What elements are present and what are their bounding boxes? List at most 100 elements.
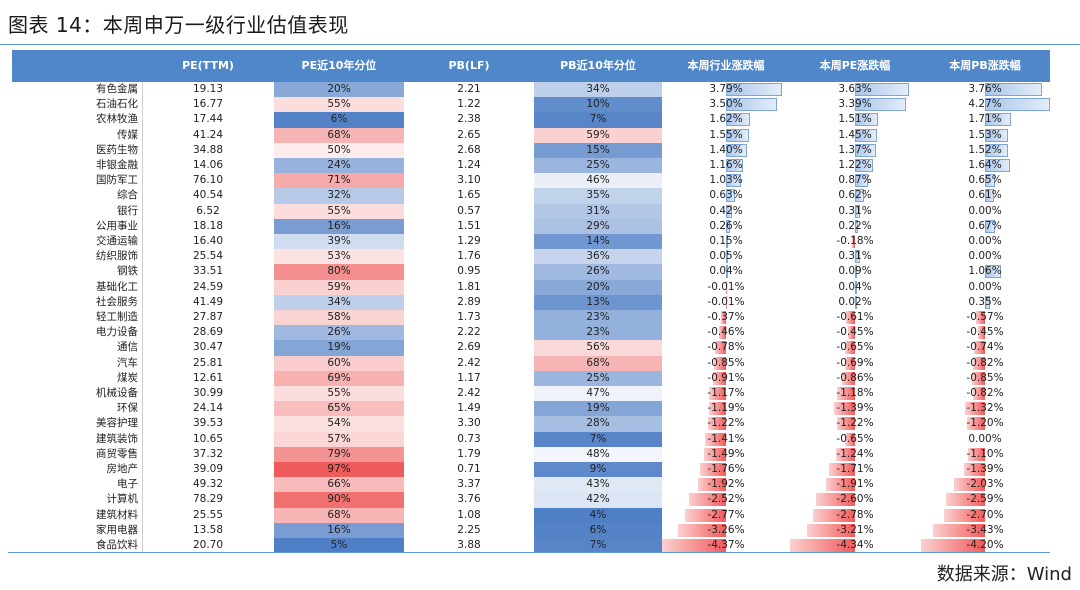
pe-value: 33.51 bbox=[192, 265, 224, 278]
week-change-bar bbox=[662, 539, 726, 552]
pb-percentile-cell: 14% bbox=[534, 234, 662, 250]
pb-percentile-cell: 28% bbox=[534, 416, 662, 432]
week-change-bar bbox=[726, 204, 733, 218]
pb-percentile-cell: 20% bbox=[534, 279, 662, 295]
table-row: 食品饮料 20.70 5% 3.88 7% -4.37% -4.34% -4.20% bbox=[12, 538, 1050, 554]
week-change-value: -0.78% bbox=[707, 341, 745, 354]
week-change-value: -0.37% bbox=[707, 311, 745, 323]
pb-value: 2.65 bbox=[457, 128, 481, 141]
week-change-bar bbox=[708, 417, 726, 431]
pe-change-value: -0.65% bbox=[836, 432, 874, 445]
industry-name: 电力设备 bbox=[96, 326, 138, 339]
pb-change-value: 0.00% bbox=[968, 280, 1002, 293]
pb-change-value: -0.57% bbox=[966, 311, 1004, 323]
pe-percentile-cell: 57% bbox=[274, 431, 404, 447]
table-row: 美容护理 39.53 54% 3.30 28% -1.22% -1.22% -1.20% bbox=[12, 416, 1050, 432]
pb-change-bar bbox=[945, 493, 985, 507]
pb-change-value: -0.85% bbox=[966, 371, 1004, 384]
industry-name: 家用电器 bbox=[96, 523, 138, 536]
pb-change-bar bbox=[972, 387, 985, 400]
industry-name: 煤炭 bbox=[117, 371, 138, 384]
week-change-value: 0.05% bbox=[709, 250, 743, 263]
pe-change-bar bbox=[826, 478, 855, 492]
pb-change-value: -2.70% bbox=[966, 508, 1004, 521]
pe-change-value: -4.34% bbox=[836, 539, 874, 551]
pb-change-value: 1.53% bbox=[968, 128, 1002, 141]
pb-change-value: 0.67% bbox=[968, 219, 1002, 232]
week-change-value: -0.91% bbox=[707, 371, 745, 384]
pb-change-value: 0.00% bbox=[968, 250, 1002, 263]
table-row: 计算机 78.29 90% 3.76 42% -2.52% -2.60% -2.59% bbox=[12, 492, 1050, 508]
pb-percentile-cell: 9% bbox=[534, 462, 662, 478]
pb-change-bar bbox=[985, 159, 1010, 172]
table-header: PE(TTM) PE近10年分位 PB(LF) PB近10年分位 本周行业涨跌幅… bbox=[12, 50, 1050, 82]
pe-value: 27.87 bbox=[192, 311, 224, 323]
pb-percentile-cell: 15% bbox=[534, 142, 662, 158]
industry-name: 农林牧渔 bbox=[96, 113, 138, 126]
week-change-bar bbox=[726, 143, 747, 157]
week-change-bar bbox=[726, 113, 750, 127]
week-change-value: -1.22% bbox=[707, 417, 745, 430]
industry-name: 食品饮料 bbox=[96, 539, 138, 551]
week-change-bar bbox=[726, 98, 778, 112]
pe-value: 37.32 bbox=[192, 447, 224, 460]
industry-name: 公用事业 bbox=[96, 219, 138, 232]
table-row: 国防军工 76.10 71% 3.10 46% 1.03% 0.87% 0.65% bbox=[12, 173, 1050, 189]
pb-change-bar bbox=[966, 417, 985, 431]
pe-percentile-cell: 16% bbox=[274, 522, 404, 538]
pb-change-bar bbox=[963, 463, 985, 476]
pb-change-bar bbox=[978, 326, 985, 340]
pe-percentile-cell: 55% bbox=[274, 203, 404, 219]
pb-percentile-cell: 25% bbox=[534, 158, 662, 174]
pb-change-value: -0.82% bbox=[966, 387, 1004, 399]
pe-value: 13.58 bbox=[192, 523, 224, 536]
pb-value: 2.69 bbox=[457, 341, 481, 354]
pe-percentile-cell: 60% bbox=[274, 355, 404, 371]
pb-value: 1.49 bbox=[457, 402, 481, 415]
week-change-value: 3.50% bbox=[709, 98, 743, 111]
week-change-bar bbox=[714, 341, 726, 355]
pe-change-value: 1.51% bbox=[838, 113, 872, 126]
week-change-value: -0.46% bbox=[707, 326, 745, 339]
pb-percentile-cell: 23% bbox=[534, 325, 662, 341]
pe-change-bar bbox=[813, 508, 855, 522]
week-change-value: -1.76% bbox=[707, 463, 745, 475]
pe-change-value: 1.22% bbox=[838, 159, 872, 171]
pe-change-bar bbox=[855, 219, 859, 233]
pe-percentile-cell: 68% bbox=[274, 127, 404, 143]
week-change-bar bbox=[725, 280, 727, 294]
pb-value: 1.81 bbox=[457, 280, 481, 293]
pb-value: 2.89 bbox=[457, 295, 481, 308]
pe-value: 24.14 bbox=[192, 402, 224, 415]
pe-value: 30.99 bbox=[192, 387, 224, 399]
pb-value: 3.10 bbox=[457, 174, 481, 187]
pb-value: 2.25 bbox=[457, 523, 481, 536]
pe-change-value: -0.18% bbox=[836, 235, 874, 247]
pe-percentile-cell: 59% bbox=[274, 279, 404, 295]
pe-percentile-cell: 54% bbox=[274, 416, 404, 432]
header-pe-change: 本周PE涨跌幅 bbox=[819, 59, 891, 72]
pe-change-bar bbox=[845, 311, 855, 324]
pb-value: 1.24 bbox=[457, 159, 481, 171]
week-change-bar bbox=[725, 295, 727, 309]
pb-change-bar bbox=[973, 341, 985, 355]
industry-name: 电子 bbox=[117, 478, 138, 491]
week-change-value: 1.62% bbox=[709, 113, 743, 126]
pe-change-value: 0.09% bbox=[838, 265, 872, 278]
page-title: 图表 14：本周申万一级行业估值表现 bbox=[8, 13, 349, 37]
pb-percentile-cell: 36% bbox=[534, 249, 662, 265]
table-row: 建筑装饰 10.65 57% 0.73 7% -1.41% -0.65% 0.00% bbox=[12, 431, 1050, 447]
pb-percentile-cell: 59% bbox=[534, 127, 662, 143]
pb-change-bar bbox=[985, 143, 1009, 157]
pb-change-bar bbox=[985, 189, 995, 203]
pb-change-value: -0.74% bbox=[966, 341, 1004, 354]
pe-value: 76.10 bbox=[192, 174, 224, 187]
pe-percentile-cell: 55% bbox=[274, 97, 404, 113]
industry-name: 机械设备 bbox=[96, 387, 138, 399]
week-change-bar bbox=[726, 189, 736, 203]
table-row: 有色金属 19.13 20% 2.21 34% 3.79% 3.63% 3.76% bbox=[12, 82, 1050, 98]
pe-change-value: 0.87% bbox=[838, 174, 872, 187]
table-row: 轻工制造 27.87 58% 1.73 23% -0.37% -0.61% -0.57% bbox=[12, 310, 1050, 326]
pe-percentile-cell: 32% bbox=[274, 188, 404, 204]
pe-change-bar bbox=[855, 128, 877, 142]
